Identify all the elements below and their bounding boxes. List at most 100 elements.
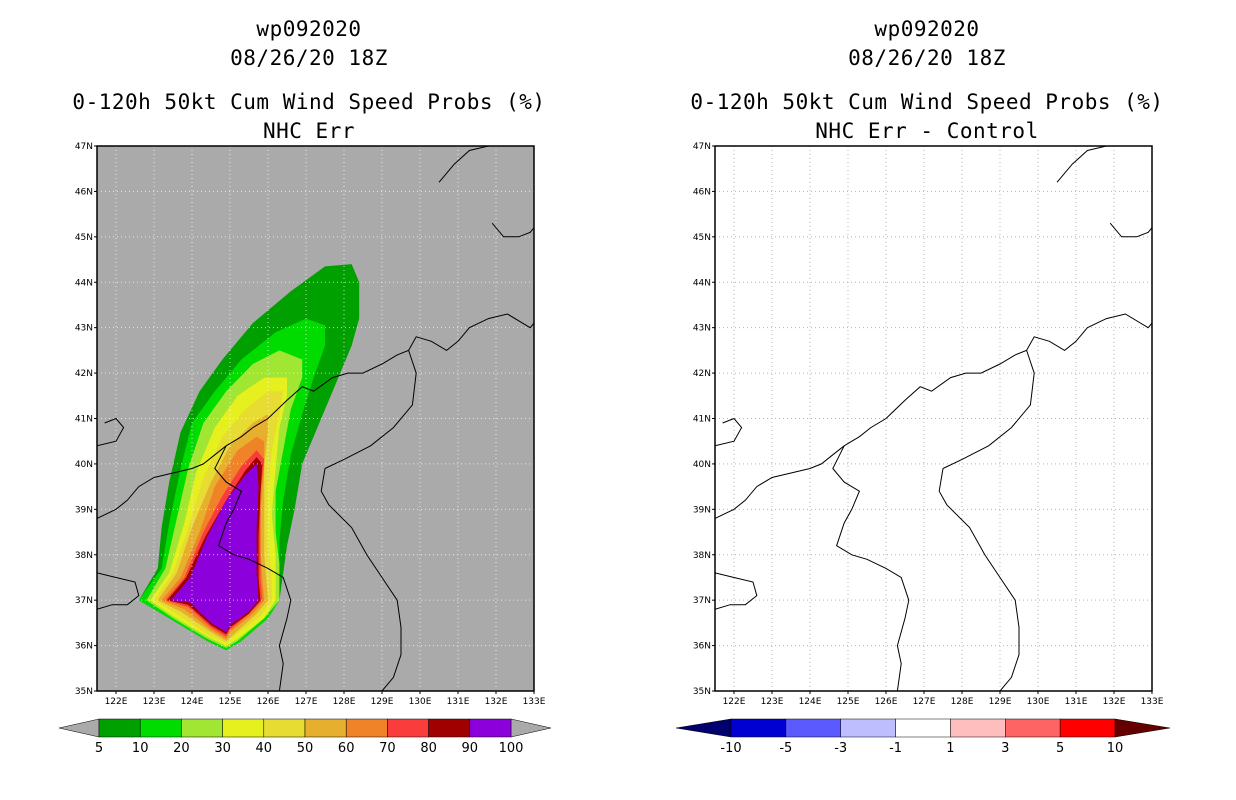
- left-title-datetime: 08/26/20 18Z: [230, 46, 388, 70]
- left-title-product: 0-120h 50kt Cum Wind Speed Probs (%): [72, 90, 546, 114]
- coastline: [1056, 146, 1107, 183]
- colorbar-label: 10: [1107, 741, 1124, 756]
- coastline: [97, 417, 125, 447]
- lat-tick-label: 43N: [693, 324, 711, 334]
- lon-tick-label: 126E: [875, 697, 898, 707]
- lon-tick-label: 123E: [761, 697, 784, 707]
- colorbar-label: 5: [95, 741, 103, 756]
- colorbar-label: 50: [297, 741, 314, 756]
- lat-tick-label: 41N: [693, 415, 711, 425]
- lat-tick-label: 41N: [75, 415, 93, 425]
- lon-tick-label: 133E: [1141, 697, 1164, 707]
- colorbar-swatch: [345, 718, 388, 738]
- lat-tick-label: 42N: [75, 369, 93, 379]
- lat-tick-label: 35N: [75, 687, 93, 697]
- lon-tick-label: 122E: [723, 697, 746, 707]
- left-title-storm-id: wp092020: [256, 17, 362, 41]
- coastline: [320, 468, 402, 691]
- lat-tick-label: 38N: [75, 551, 93, 561]
- colorbar-over-triangle: [510, 718, 552, 738]
- colorbar-label: 100: [499, 741, 524, 756]
- colorbar-swatch: [1005, 718, 1061, 738]
- lon-tick-label: 132E: [485, 697, 508, 707]
- colorbar-label: 1: [946, 741, 954, 756]
- colorbar-swatch: [785, 718, 841, 738]
- coastline: [491, 222, 534, 238]
- lat-tick-label: 36N: [75, 642, 93, 652]
- lat-tick-label: 40N: [693, 460, 711, 470]
- coastline: [942, 350, 1035, 469]
- colorbar-swatch: [263, 718, 306, 738]
- lon-tick-label: 128E: [333, 697, 356, 707]
- coastline: [97, 572, 140, 610]
- right-panel: wp092020 08/26/20 18Z 0-120h 50kt Cum Wi…: [618, 0, 1236, 800]
- colorbar-label: 3: [1001, 741, 1009, 756]
- left-panel: wp092020 08/26/20 18Z 0-120h 50kt Cum Wi…: [58, 17, 552, 756]
- colorbar-label: -5: [779, 741, 792, 756]
- lat-tick-label: 46N: [75, 187, 93, 197]
- colorbar-swatch: [469, 718, 512, 738]
- lon-tick-label: 125E: [837, 697, 860, 707]
- lon-tick-label: 123E: [143, 697, 166, 707]
- colorbar-under-triangle: [58, 718, 100, 738]
- lon-tick-label: 127E: [913, 697, 936, 707]
- colorbar-swatch: [304, 718, 347, 738]
- lon-tick-label: 133E: [523, 697, 546, 707]
- colorbar-label: 20: [173, 741, 190, 756]
- colorbar-label: 30: [214, 741, 231, 756]
- colorbar-under-triangle: [675, 718, 732, 738]
- lon-tick-label: 122E: [105, 697, 128, 707]
- colorbar-label: 90: [462, 741, 479, 756]
- colorbar-swatch: [222, 718, 265, 738]
- coastline: [715, 313, 1152, 519]
- colorbar-swatch: [139, 718, 182, 738]
- lat-tick-label: 40N: [75, 460, 93, 470]
- lat-tick-label: 47N: [693, 142, 711, 152]
- right-title-storm-id: wp092020: [874, 17, 980, 41]
- lon-tick-label: 125E: [219, 697, 242, 707]
- lon-tick-label: 131E: [1065, 697, 1088, 707]
- colorbar-swatch: [730, 718, 787, 738]
- lon-tick-label: 128E: [951, 697, 974, 707]
- lon-tick-label: 130E: [1027, 697, 1050, 707]
- colorbar-label: 80: [420, 741, 437, 756]
- colorbar-label: -1: [889, 741, 902, 756]
- coastline: [438, 146, 489, 183]
- lon-tick-label: 127E: [295, 697, 318, 707]
- lat-tick-label: 35N: [693, 687, 711, 697]
- colorbar-swatch: [98, 718, 141, 738]
- lat-tick-label: 43N: [75, 324, 93, 334]
- colorbar-label: 40: [256, 741, 273, 756]
- colorbar-label: 5: [1056, 741, 1064, 756]
- right-title-subtitle: NHC Err - Control: [815, 119, 1039, 143]
- lat-tick-label: 39N: [75, 505, 93, 515]
- coastline: [938, 468, 1020, 691]
- coastline: [1109, 222, 1152, 238]
- lat-tick-label: 37N: [693, 596, 711, 606]
- right-title-product: 0-120h 50kt Cum Wind Speed Probs (%): [690, 90, 1164, 114]
- lat-tick-label: 45N: [75, 233, 93, 243]
- lon-tick-label: 132E: [1103, 697, 1126, 707]
- lon-tick-label: 124E: [181, 697, 204, 707]
- lat-tick-label: 38N: [693, 551, 711, 561]
- lat-tick-label: 37N: [75, 596, 93, 606]
- lon-tick-label: 124E: [799, 697, 822, 707]
- coastline: [214, 445, 292, 691]
- left-title-subtitle: NHC Err: [262, 119, 355, 143]
- colorbar-swatch: [1059, 718, 1116, 738]
- coastline: [832, 445, 910, 691]
- coastline: [97, 313, 534, 519]
- lon-tick-label: 126E: [257, 697, 280, 707]
- lat-tick-label: 46N: [693, 187, 711, 197]
- colorbar-label: 10: [132, 741, 149, 756]
- colorbar-swatch: [840, 718, 896, 738]
- colorbar-label: -3: [834, 741, 847, 756]
- coastline: [715, 572, 758, 610]
- lon-tick-label: 129E: [371, 697, 394, 707]
- left-map: 122E 123E 124E 125E 126E 127E 128E 129E 130E 131E…: [58, 142, 552, 756]
- lon-tick-label: 129E: [989, 697, 1012, 707]
- coastline: [324, 350, 417, 469]
- lat-tick-label: 39N: [693, 505, 711, 515]
- lon-tick-label: 130E: [409, 697, 432, 707]
- colorbar-label: 70: [379, 741, 396, 756]
